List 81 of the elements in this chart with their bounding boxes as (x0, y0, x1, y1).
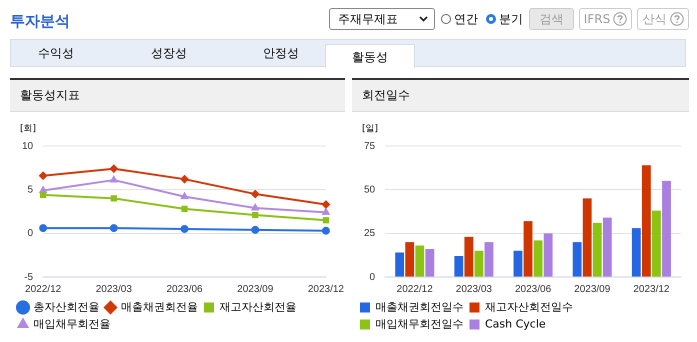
point (40, 192, 46, 198)
legend-label: 총자산회전율 (34, 300, 100, 314)
text: 산식 (642, 10, 666, 28)
text: IFRS (584, 12, 610, 26)
point (252, 204, 259, 211)
point (110, 176, 118, 183)
point (110, 164, 118, 173)
bar (642, 165, 651, 276)
x-tick-label: 2023/09 (574, 284, 611, 295)
point (252, 212, 258, 218)
bar (652, 210, 661, 276)
point (180, 192, 188, 200)
x-tick-label: 2023/06 (166, 284, 204, 295)
x-tick-label: 2022/12 (396, 284, 434, 295)
point (40, 186, 47, 194)
bar (415, 246, 424, 276)
legend-label: 매출채권회전율 (121, 300, 198, 314)
legend-label: 재고자산회전일수 (485, 300, 573, 314)
point (322, 200, 330, 209)
bar (544, 233, 553, 276)
text: 연간 (454, 10, 478, 28)
text: 투자분석 (10, 12, 70, 31)
y-tick-label: 25 (364, 228, 376, 240)
bar (514, 250, 522, 276)
legend-label: 재고자산회전율 (220, 300, 296, 314)
bar (534, 240, 543, 276)
y-tick-label: 0 (28, 228, 34, 240)
y-tick-label: 75 (364, 140, 376, 152)
text: 활동성 (325, 44, 415, 68)
bar (395, 252, 404, 276)
x-tick-label: 2023/12 (633, 284, 670, 295)
point (180, 175, 189, 184)
legend-label: 매입채무회전율 (34, 317, 110, 330)
point (322, 217, 330, 224)
text: 분기 (499, 10, 523, 28)
x-tick-label: 2022/12 (25, 284, 62, 295)
point (180, 224, 189, 233)
y-axis-title: [회] (20, 123, 36, 135)
point (322, 208, 330, 215)
legend-label: Cash Cycle (485, 317, 546, 330)
bar (425, 249, 434, 276)
point (110, 195, 117, 202)
point (251, 190, 260, 198)
chart-title: 활동성지표 (10, 80, 345, 112)
bar (582, 198, 592, 276)
bar (602, 218, 612, 276)
point (181, 206, 188, 212)
text: 주재무제표 (338, 10, 398, 28)
x-tick-label: 2023/06 (514, 284, 552, 295)
y-axis-title: [일] (362, 123, 378, 135)
y-tick-label: -5 (24, 272, 34, 283)
text: 검색 (540, 10, 564, 28)
bar (662, 180, 671, 276)
text: 안정성 (262, 45, 300, 62)
point (322, 226, 330, 235)
x-tick-label: 2023/12 (308, 284, 344, 295)
bar (464, 236, 474, 276)
x-tick-label: 2023/03 (96, 284, 132, 295)
point (39, 172, 48, 180)
bar (632, 228, 641, 276)
text: 수익성 (37, 45, 75, 62)
y-tick-label: 0 (370, 272, 376, 283)
bar (474, 250, 484, 276)
y-tick-label: 10 (22, 140, 34, 152)
y-tick-label: 5 (28, 184, 34, 196)
bar (592, 222, 602, 276)
x-tick-label: 2023/09 (237, 284, 274, 295)
bar (454, 256, 464, 276)
point (251, 226, 260, 234)
point (39, 224, 48, 232)
point (110, 224, 118, 232)
bar (405, 242, 414, 276)
text: 성장성 (150, 45, 188, 62)
chart-title: 회전일수 (352, 80, 689, 112)
y-tick-label: 50 (364, 184, 376, 196)
x-tick-label: 2023/03 (456, 284, 492, 295)
legend-label: 매입채무회전일수 (376, 317, 464, 330)
bar (484, 242, 494, 276)
bar (572, 242, 582, 276)
legend-label: 매출채권회전일수 (376, 300, 464, 314)
bar (524, 221, 532, 276)
